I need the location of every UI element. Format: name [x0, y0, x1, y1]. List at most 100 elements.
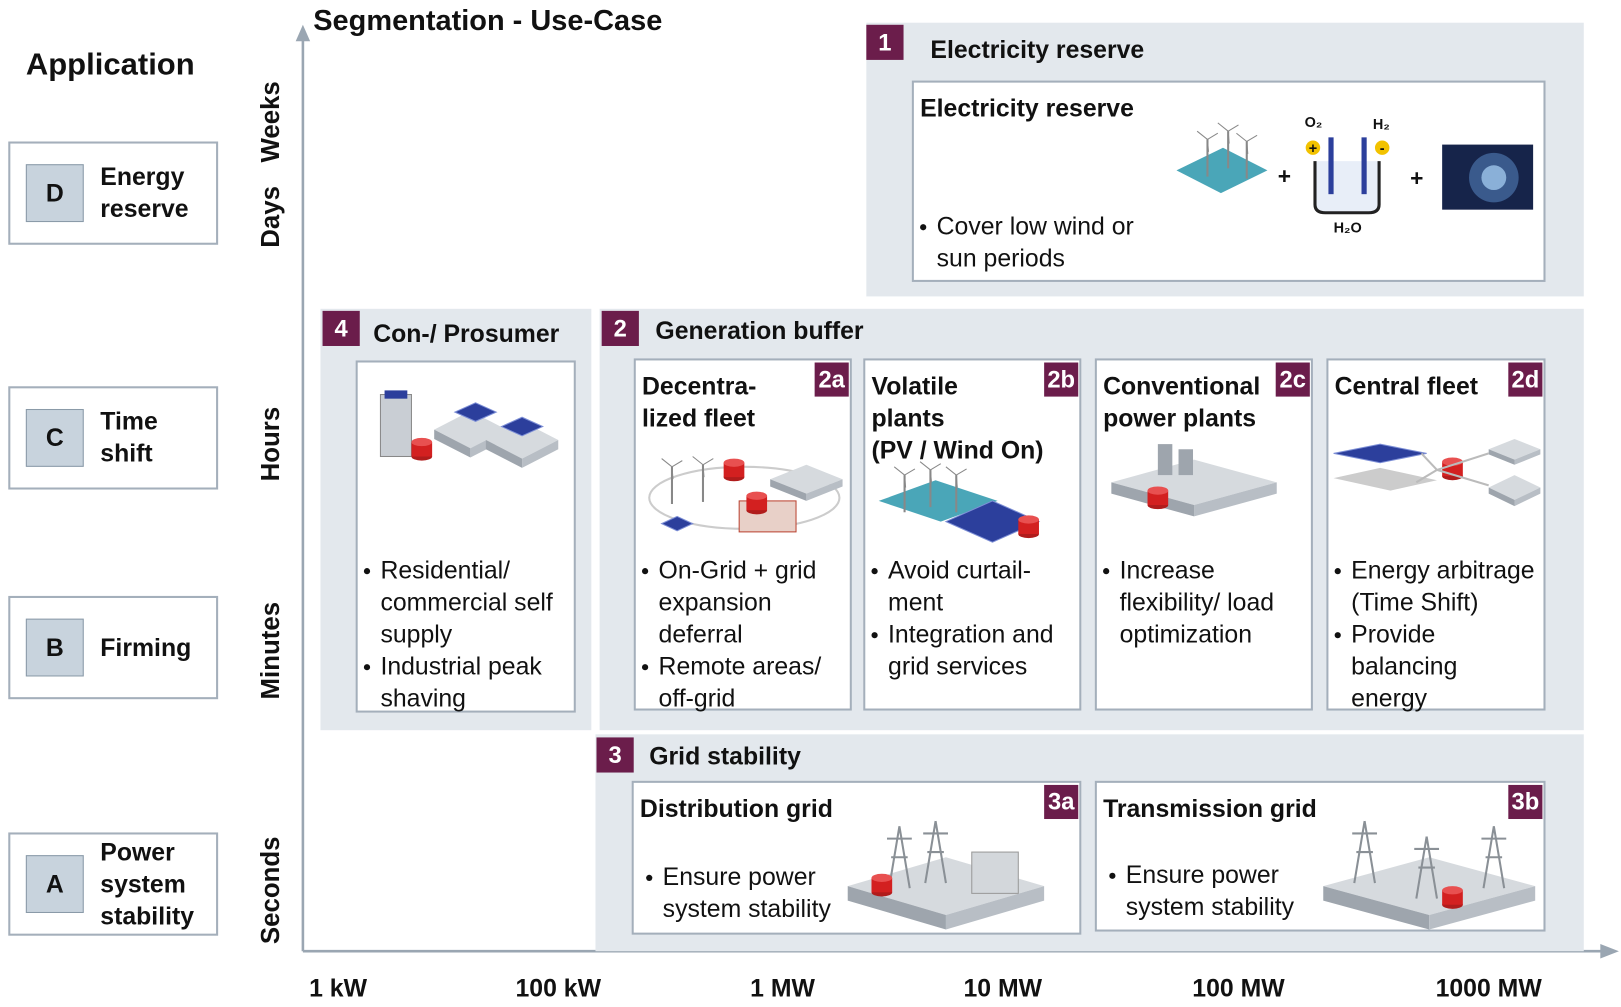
application-label: Power — [100, 836, 174, 868]
bullet-text: grid services — [888, 651, 1027, 683]
bullet-dot — [871, 568, 877, 574]
bullet-text: optimization — [1120, 619, 1252, 651]
bullet-dot — [642, 664, 648, 670]
y-axis-label: Hours — [254, 341, 287, 548]
group-title: Electricity reserve — [930, 36, 1144, 65]
group-title: Grid stability — [649, 743, 801, 772]
illustration — [1176, 129, 1269, 201]
bullet-text: Avoid curtail- — [888, 555, 1031, 587]
group-number: 2 — [602, 311, 639, 346]
bullet-text: Residential/ — [380, 555, 510, 587]
diagram-label: H₂ — [1373, 116, 1390, 133]
illustration — [848, 821, 1044, 929]
bullet-dot — [642, 568, 648, 574]
application-box: CTimeshift — [8, 386, 218, 489]
card-title: plants — [871, 403, 944, 435]
card-tag: 2a — [815, 363, 849, 397]
application-letter: A — [26, 855, 84, 913]
x-axis-label: 1 kW — [235, 975, 442, 1004]
application-label: Firming — [100, 632, 191, 664]
bullet-text: Remote areas/ — [659, 651, 822, 683]
card-tag: 3a — [1044, 785, 1078, 819]
bullet-dot — [1335, 632, 1341, 638]
electrode-sign: - — [1376, 138, 1388, 157]
bullet-text: off-grid — [659, 683, 736, 715]
group-number: 3 — [597, 737, 634, 772]
card-title: Decentra- — [642, 371, 756, 403]
application-letter: B — [26, 619, 84, 677]
illustration — [1106, 444, 1282, 516]
bullet-dot — [364, 568, 370, 574]
x-axis-label: 100 kW — [455, 975, 662, 1004]
x-axis-label: 1000 MW — [1385, 975, 1592, 1004]
bullet-text: Integration and — [888, 619, 1054, 651]
y-axis-label: Seconds — [254, 787, 287, 994]
bullet-text: commercial self — [380, 587, 552, 619]
bullet-dot — [646, 875, 652, 881]
bullet-text: Energy arbitrage — [1351, 555, 1534, 587]
page: Segmentation - Use-Case Application DEne… — [0, 0, 1621, 1007]
bullet-dot — [364, 664, 370, 670]
bullet-text: sun periods — [937, 243, 1065, 275]
bullet-text: shaving — [380, 683, 466, 715]
diagram-label: H₂O — [1334, 219, 1362, 236]
y-axis-label: Minutes — [254, 547, 287, 754]
application-label: reserve — [100, 193, 188, 225]
bullet-dot — [871, 632, 877, 638]
y-axis-label: Days — [254, 114, 287, 321]
card-title: Volatile — [871, 371, 957, 403]
card-tag: 2c — [1276, 363, 1310, 397]
illustration — [1442, 145, 1533, 210]
card-title: Central fleet — [1335, 371, 1478, 403]
operator: + — [1410, 165, 1423, 192]
electrode-sign: + — [1307, 138, 1319, 157]
bullet-text: On-Grid + grid — [659, 555, 817, 587]
bullet-text: Provide — [1351, 619, 1435, 651]
illustration — [641, 454, 853, 542]
illustration — [1334, 439, 1546, 511]
group-title: Con-/ Prosumer — [373, 320, 559, 349]
bullet-text: expansion — [659, 587, 772, 619]
card-title: power plants — [1103, 403, 1256, 435]
card-title: Conventional — [1103, 371, 1260, 403]
bullet-text: system stability — [1126, 891, 1294, 923]
card-title: lized fleet — [642, 403, 755, 435]
bullet-text: (Time Shift) — [1351, 587, 1478, 619]
bullet-dot — [1103, 568, 1109, 574]
application-label: system — [100, 868, 186, 900]
application-label: stability — [100, 900, 194, 932]
bullet-text: flexibility/ load — [1120, 587, 1274, 619]
x-axis-label: 1 MW — [679, 975, 886, 1004]
bullet-text: Increase — [1120, 555, 1215, 587]
bullet-text: system stability — [663, 893, 831, 925]
bullet-text: energy — [1351, 683, 1427, 715]
diagram-label: O₂ — [1305, 114, 1323, 131]
bullet-text: Industrial peak — [380, 651, 541, 683]
illustration — [372, 390, 579, 473]
bullet-text: Ensure power — [1126, 859, 1279, 891]
bullet-text: Ensure power — [663, 861, 816, 893]
bullet-text: deferral — [659, 619, 743, 651]
x-axis-label: 10 MW — [899, 975, 1106, 1004]
card-tag: 2b — [1044, 363, 1078, 397]
bullet-text: supply — [380, 619, 452, 651]
group-number: 4 — [323, 311, 360, 346]
card-title: Transmission grid — [1103, 793, 1317, 825]
application-label: Time — [100, 406, 157, 438]
x-axis-label: 100 MW — [1135, 975, 1342, 1004]
bullet-text: Cover low wind or — [937, 211, 1134, 243]
bullet-dot — [1109, 873, 1115, 879]
bullet-dot — [1335, 568, 1341, 574]
card-title: Electricity reserve — [920, 93, 1134, 125]
operator: + — [1278, 163, 1291, 190]
card-title: (PV / Wind On) — [871, 435, 1043, 467]
card-title: Distribution grid — [640, 793, 833, 825]
card-tag: 2d — [1508, 363, 1542, 397]
application-box: B Firming — [8, 596, 218, 699]
application-label: Energy — [100, 161, 184, 193]
group-title: Generation buffer — [655, 317, 863, 346]
card-tag: 3b — [1508, 785, 1542, 819]
bullet-text: ment — [888, 587, 943, 619]
